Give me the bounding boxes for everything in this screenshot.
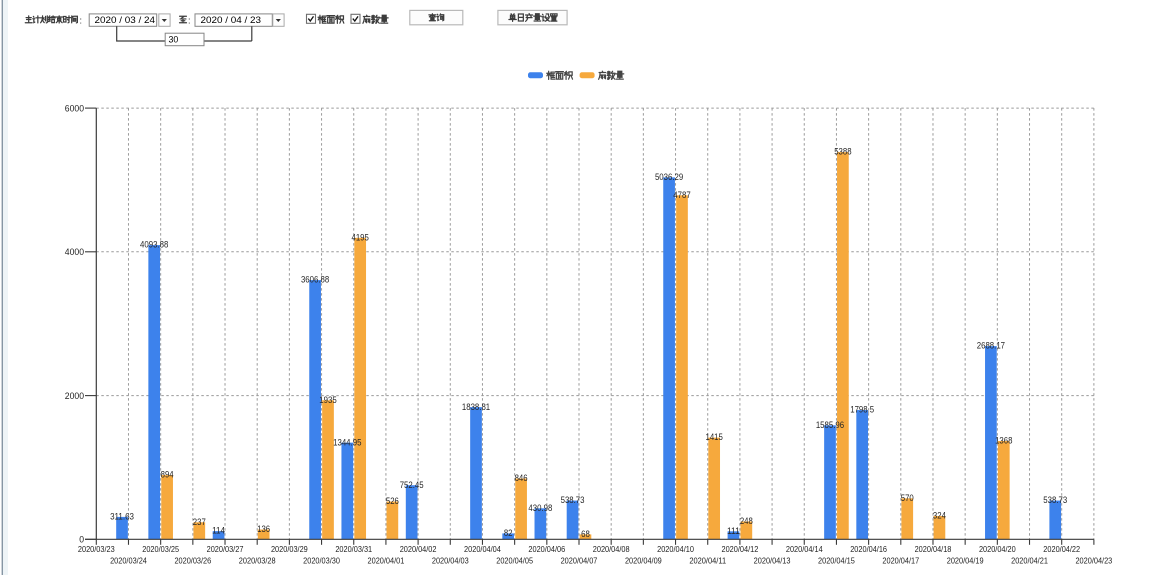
svg-text:2020/03/23: 2020/03/23 <box>78 544 115 554</box>
svg-text:2020 / 03 / 24: 2020 / 03 / 24 <box>95 15 156 26</box>
svg-text:1585.96: 1585.96 <box>816 420 844 430</box>
svg-text:6000: 6000 <box>65 103 84 113</box>
svg-text:5388: 5388 <box>834 147 851 157</box>
svg-text:114: 114 <box>212 526 225 536</box>
svg-text:2688.17: 2688.17 <box>977 341 1005 351</box>
svg-text:5036.29: 5036.29 <box>655 172 683 182</box>
svg-text:2020/03/29: 2020/03/29 <box>271 544 308 554</box>
svg-text:2020/03/27: 2020/03/27 <box>207 544 244 554</box>
svg-text:2020/03/25: 2020/03/25 <box>142 544 179 554</box>
svg-text:2020/04/05: 2020/04/05 <box>496 556 533 566</box>
svg-text:2020/03/28: 2020/03/28 <box>239 556 276 566</box>
svg-text:237: 237 <box>193 517 206 527</box>
svg-text:752.45: 752.45 <box>400 480 424 490</box>
svg-text:2020/04/12: 2020/04/12 <box>722 544 759 554</box>
svg-text:3606.88: 3606.88 <box>301 275 329 285</box>
svg-text:2020/04/11: 2020/04/11 <box>689 556 726 566</box>
svg-text:2020/04/01: 2020/04/01 <box>368 556 405 566</box>
svg-text:82: 82 <box>504 528 513 538</box>
svg-text:4195: 4195 <box>351 232 368 242</box>
svg-text:894: 894 <box>161 470 174 480</box>
svg-text:248: 248 <box>740 516 753 526</box>
svg-text:4787: 4787 <box>673 190 690 200</box>
svg-text:2020/03/31: 2020/03/31 <box>335 544 372 554</box>
svg-text:136: 136 <box>257 524 270 534</box>
svg-text:2020/04/16: 2020/04/16 <box>850 544 887 554</box>
svg-text:2020/04/04: 2020/04/04 <box>464 544 501 554</box>
svg-text:2020/04/17: 2020/04/17 <box>882 556 919 566</box>
svg-text:846: 846 <box>515 473 528 483</box>
svg-text:2020/03/30: 2020/03/30 <box>303 556 340 566</box>
svg-text:311.63: 311.63 <box>110 512 134 522</box>
svg-text:2020/04/10: 2020/04/10 <box>657 544 694 554</box>
svg-text:4000: 4000 <box>65 247 84 257</box>
svg-text:2020/04/19: 2020/04/19 <box>947 556 984 566</box>
svg-text:324: 324 <box>933 511 946 521</box>
svg-text:1415: 1415 <box>705 432 722 442</box>
svg-text:4093.88: 4093.88 <box>140 240 168 250</box>
svg-text:2020/04/06: 2020/04/06 <box>528 544 565 554</box>
svg-text:2020/04/18: 2020/04/18 <box>915 544 952 554</box>
svg-text:1838.81: 1838.81 <box>462 402 490 412</box>
svg-text:68: 68 <box>581 529 590 539</box>
svg-text:2020/03/24: 2020/03/24 <box>110 556 147 566</box>
svg-text:2000: 2000 <box>65 391 84 401</box>
svg-text:538.73: 538.73 <box>1043 495 1067 505</box>
svg-text:2020/04/07: 2020/04/07 <box>561 556 598 566</box>
svg-text:1344.95: 1344.95 <box>333 437 361 447</box>
svg-text:2020/04/14: 2020/04/14 <box>786 544 823 554</box>
svg-text:2020/04/13: 2020/04/13 <box>754 556 791 566</box>
svg-text:570: 570 <box>901 493 914 503</box>
svg-text:2020 / 04 / 23: 2020 / 04 / 23 <box>201 15 262 26</box>
svg-text:2020/04/22: 2020/04/22 <box>1043 544 1080 554</box>
svg-text:538.73: 538.73 <box>561 495 585 505</box>
svg-text:2020/04/23: 2020/04/23 <box>1075 556 1112 566</box>
svg-text:2020/04/20: 2020/04/20 <box>979 544 1016 554</box>
svg-text:2020/04/03: 2020/04/03 <box>432 556 469 566</box>
svg-text:111: 111 <box>727 526 740 536</box>
svg-text:0: 0 <box>79 535 84 545</box>
svg-text:2020/04/09: 2020/04/09 <box>625 556 662 566</box>
svg-text:30: 30 <box>169 34 179 44</box>
svg-text:1935: 1935 <box>319 395 336 405</box>
svg-text:1798.5: 1798.5 <box>850 405 874 415</box>
svg-text:526: 526 <box>386 496 399 506</box>
svg-text:2020/03/26: 2020/03/26 <box>174 556 211 566</box>
svg-text:2020/04/15: 2020/04/15 <box>818 556 855 566</box>
svg-text::: : <box>188 15 191 25</box>
svg-text::: : <box>80 15 83 25</box>
svg-text:430.98: 430.98 <box>528 503 552 513</box>
svg-text:1368: 1368 <box>995 436 1012 446</box>
svg-text:2020/04/21: 2020/04/21 <box>1011 556 1048 566</box>
svg-text:2020/04/08: 2020/04/08 <box>593 544 630 554</box>
svg-text:2020/04/02: 2020/04/02 <box>400 544 437 554</box>
